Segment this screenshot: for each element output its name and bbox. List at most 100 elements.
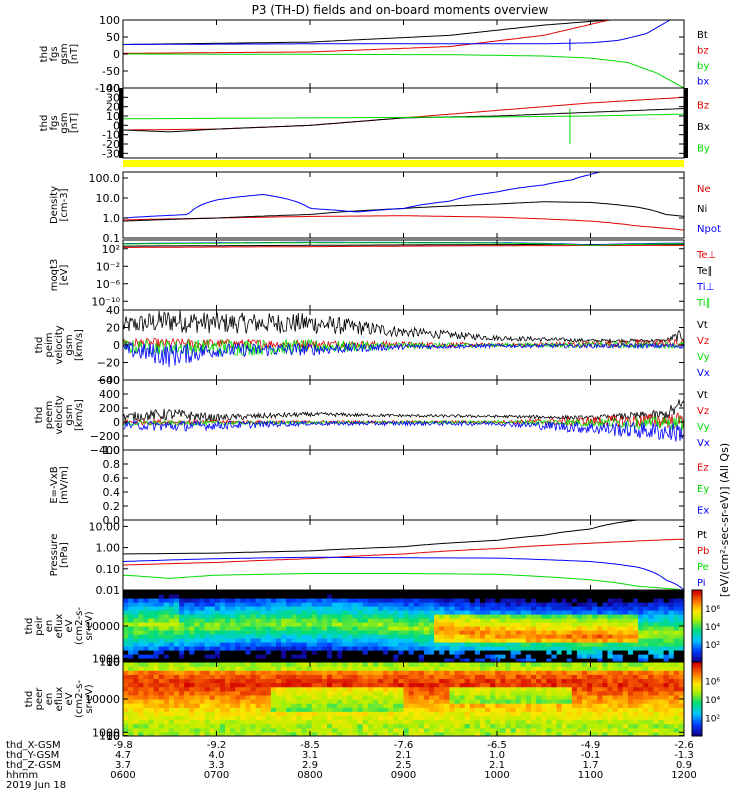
spectrogram-cell (622, 638, 629, 643)
spectrogram-cell (556, 630, 563, 635)
spectrogram-cell (434, 590, 440, 595)
spectrogram-cell (592, 594, 598, 599)
spectrogram-cell (627, 622, 634, 627)
spectrogram-cell (531, 666, 537, 671)
spectrogram-cell (592, 606, 598, 611)
spectrogram-cell (408, 731, 415, 736)
spectrogram-cell (658, 650, 665, 655)
spectrogram-cell (388, 602, 394, 607)
spectrogram-cell (204, 707, 211, 712)
spectrogram-cell (515, 634, 522, 639)
spectrogram-cell (429, 610, 435, 615)
spectrogram-cell (531, 594, 537, 599)
x-tick-gsm-y: 4.0 (209, 750, 225, 761)
spectrogram-cell (383, 715, 389, 721)
spectrogram-cell (219, 622, 226, 627)
y-axis-label-line: fgs (49, 115, 60, 130)
spectrogram-cell (480, 723, 486, 729)
spectrogram-cell (413, 727, 420, 733)
spectrogram-cell (408, 618, 415, 623)
spectrogram-cell (541, 622, 547, 627)
spectrogram-cell (270, 699, 277, 704)
spectrogram-cell (367, 654, 374, 659)
spectrogram-cell (469, 598, 476, 603)
spectrogram-cell (454, 658, 461, 662)
spectrogram-cell (281, 610, 287, 615)
spectrogram-cell (653, 646, 660, 651)
spectrogram-cell (449, 682, 456, 688)
spectrogram-cell (250, 610, 257, 615)
spectrogram-cell (592, 642, 598, 647)
spectrogram-cell (673, 727, 680, 733)
spectrogram-cell (541, 690, 547, 696)
spectrogram-cell (265, 694, 272, 700)
spectrogram-cell (474, 642, 481, 647)
spectrogram-cell (434, 690, 440, 696)
spectrogram-cell (597, 598, 603, 603)
spectrogram-cell (204, 626, 211, 631)
spectrogram-cell (378, 646, 384, 651)
spectrogram-cell (551, 602, 558, 607)
spectrogram-cell (367, 682, 374, 688)
spectrogram-cell (536, 646, 542, 651)
spectrogram-cell (393, 590, 399, 595)
spectrogram-cell (500, 590, 507, 595)
spectrogram-cell (561, 703, 568, 708)
spectrogram-cell (648, 602, 654, 607)
y-axis-label-line: eflux (54, 614, 65, 639)
spectrogram-cell (633, 618, 639, 623)
spectrogram-cell (123, 618, 129, 623)
spectrogram-cell (357, 606, 364, 611)
spectrogram-cell (184, 594, 190, 599)
spectrogram-cell (531, 650, 537, 655)
spectrogram-cell (367, 731, 374, 736)
spectrogram-cell (469, 654, 476, 659)
spectrogram-cell (174, 699, 180, 704)
spectrogram-cell (311, 723, 318, 729)
spectrogram-cell (332, 634, 338, 639)
spectrogram-cell (138, 682, 144, 688)
spectrogram-cell (367, 614, 374, 619)
spectrogram-cell (327, 694, 333, 700)
spectrogram-cell (296, 590, 303, 595)
spectrogram-cell (128, 727, 134, 733)
spectrogram-cell (673, 602, 680, 607)
spectrogram-cell (454, 606, 461, 611)
spectrogram-cell (372, 618, 379, 623)
spectrogram-cell (219, 719, 226, 725)
spectrogram-cell (403, 678, 410, 684)
spectrogram-cell (179, 642, 185, 647)
spectrogram-cell (163, 654, 170, 659)
spectrogram-cell (219, 711, 226, 717)
spectrogram-cell (505, 674, 512, 680)
spectrogram-cell (388, 658, 394, 662)
spectrogram-cell (495, 650, 501, 655)
spectrogram-cell (597, 694, 603, 700)
spectrogram-cell (235, 666, 241, 671)
spectrogram-cell (490, 727, 496, 733)
spectrogram-cell (296, 703, 303, 708)
spectrogram-cell (296, 707, 303, 712)
spectrogram-cell (153, 711, 160, 717)
spectrogram-cell (265, 666, 272, 671)
spectrogram-cell (663, 690, 670, 696)
spectrogram-cell (546, 699, 552, 704)
spectrogram-cell (362, 690, 369, 696)
spectrogram-cell (617, 699, 624, 704)
spectrogram-cell (306, 638, 313, 643)
spectrogram-cell (255, 650, 262, 655)
spectrogram-cell (551, 670, 558, 675)
spectrogram-cell (546, 666, 552, 671)
spectrogram-cell (408, 699, 415, 704)
spectrogram-cell (510, 590, 517, 595)
spectrogram-cell (673, 646, 680, 651)
spectrogram-cell (260, 658, 267, 662)
spectrogram-cell (668, 723, 675, 729)
spectrogram-cell (643, 727, 649, 733)
spectrogram-cell (153, 606, 160, 611)
spectrogram-cell (546, 703, 552, 708)
spectrogram-cell (663, 715, 670, 721)
spectrogram-cell (342, 666, 348, 671)
spectrogram-cell (633, 678, 639, 684)
spectrogram-cell (337, 707, 343, 712)
